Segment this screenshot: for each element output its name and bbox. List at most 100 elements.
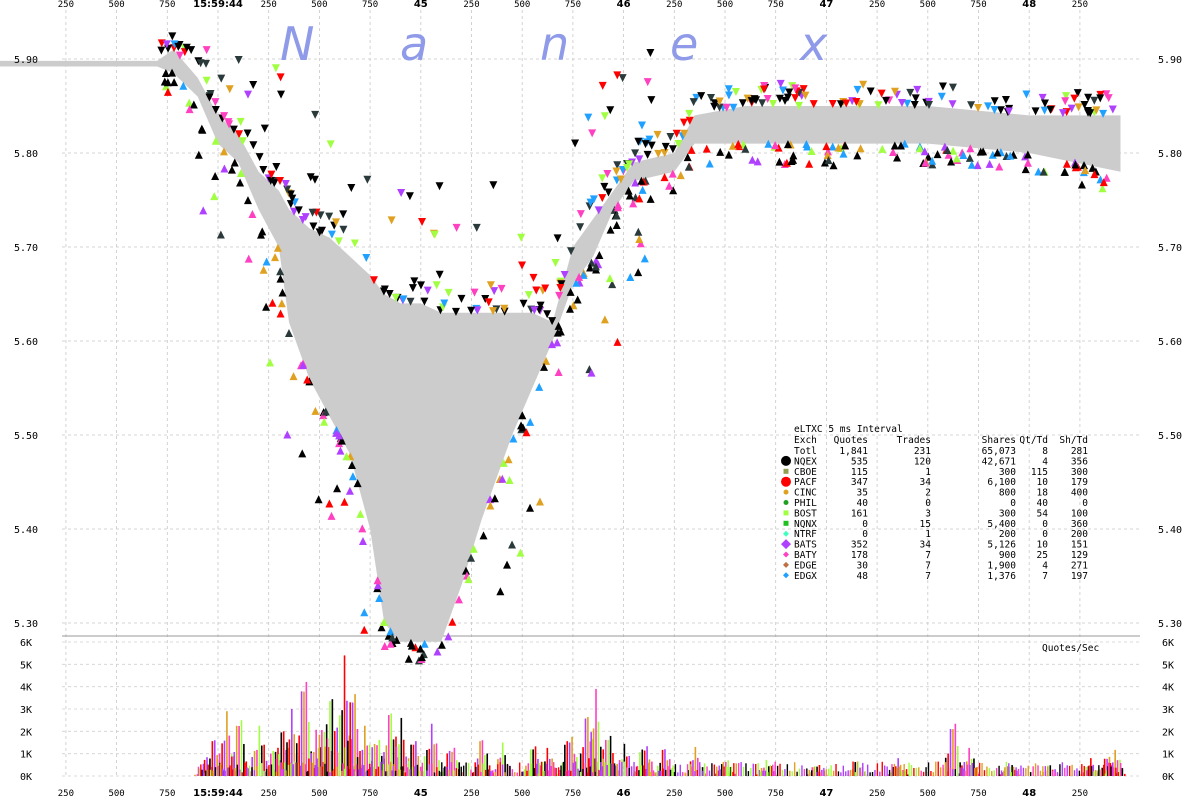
bid-quote-mark: [518, 411, 527, 420]
ask-quote-mark: [435, 270, 444, 279]
stats-column-header: Sh/Td: [1059, 435, 1088, 446]
volume-bar: [445, 766, 448, 776]
volume-bar: [366, 745, 369, 776]
volume-bar: [548, 770, 550, 776]
ask-quote-mark: [306, 173, 315, 182]
volume-bar: [1027, 765, 1029, 776]
volume-bar: [527, 763, 530, 776]
bid-quote-mark: [358, 536, 367, 545]
volume-bar: [368, 744, 371, 776]
volume-bar: [628, 755, 630, 776]
ask-quote-mark: [618, 74, 627, 83]
time-tick-label: 750: [565, 789, 581, 799]
bid-quote-mark: [600, 315, 609, 324]
volume-bar: [253, 770, 256, 776]
volume-bar: [908, 762, 910, 776]
ask-quote-mark: [423, 286, 432, 295]
ask-quote-mark: [543, 310, 552, 319]
bid-quote-mark: [386, 639, 395, 648]
volume-bar: [382, 764, 385, 776]
volume-bar: [1117, 772, 1120, 776]
ask-quote-mark: [775, 94, 784, 103]
ask-quote-mark: [518, 261, 527, 270]
stats-cell: 2: [925, 488, 931, 499]
volume-bar: [341, 770, 343, 776]
time-tick-label: 750: [768, 789, 784, 799]
volume-bar: [1010, 772, 1012, 776]
legend-marker: [781, 455, 791, 466]
volume-bar: [321, 766, 324, 776]
volume-bar: [346, 765, 348, 776]
ask-quote-mark: [467, 306, 476, 315]
volume-bar: [664, 769, 667, 776]
bid-quote-mark: [298, 361, 307, 370]
bid-quote-mark: [194, 150, 203, 159]
volume-bar: [361, 749, 364, 776]
volume-bar: [378, 739, 381, 776]
volume-bar: [864, 771, 866, 776]
ask-quote-mark: [634, 137, 643, 146]
bid-quote-mark: [325, 499, 334, 508]
volume-bar: [730, 766, 733, 776]
bid-quote-mark: [553, 338, 562, 347]
price-tick-label: 5.80: [1158, 149, 1182, 160]
volume-bar: [1094, 769, 1097, 776]
volume-bar: [293, 734, 296, 776]
ask-quote-mark: [852, 97, 861, 106]
volume-bar: [506, 763, 509, 776]
volume-bar: [638, 770, 640, 776]
price-tick-label: 5.70: [14, 243, 38, 254]
volume-bar: [387, 764, 389, 776]
ask-quote-mark: [594, 206, 603, 215]
ask-quote-mark: [679, 118, 688, 127]
ask-quote-mark: [266, 176, 275, 185]
volume-bar: [636, 765, 639, 776]
bid-quote-mark: [284, 328, 293, 337]
stats-cell: 5,400: [987, 519, 1016, 530]
bid-quote-mark: [220, 164, 229, 173]
ask-quote-mark: [529, 273, 538, 282]
stats-cell: BOST: [794, 508, 817, 519]
volume-bar: [806, 768, 808, 776]
time-tick-label: 250: [1072, 789, 1088, 799]
stats-cell: NTRF: [794, 529, 817, 540]
stats-title: eLTXC 5 ms Interval: [794, 424, 903, 435]
volume-bar: [646, 746, 648, 776]
volume-bar: [553, 767, 556, 776]
ask-quote-mark: [524, 291, 533, 300]
volume-bar: [450, 762, 453, 776]
bid-quote-mark: [454, 595, 463, 604]
volume-bar: [1114, 749, 1116, 776]
volume-bar: [349, 702, 352, 776]
bid-quote-mark: [1099, 178, 1108, 187]
volume-bar: [343, 655, 346, 776]
bid-quote-mark: [586, 263, 595, 272]
volume-bar: [1073, 770, 1076, 776]
ask-quote-mark: [778, 86, 787, 95]
volume-bar: [380, 761, 382, 776]
ask-quote-mark: [484, 298, 493, 307]
volume-bar: [852, 761, 854, 776]
ask-quote-mark: [938, 82, 947, 91]
volume-bar: [366, 770, 369, 776]
volume-bar: [732, 771, 734, 776]
stats-cell: 360: [1071, 519, 1088, 530]
bid-quote-mark: [373, 581, 382, 590]
bid-quote-mark: [687, 145, 696, 154]
bid-quote-mark: [509, 434, 518, 443]
bid-quote-mark: [613, 337, 622, 346]
volume-bar: [609, 735, 612, 776]
volume-bar: [504, 755, 506, 776]
ask-quote-mark: [451, 307, 460, 316]
volume-bar: [818, 765, 821, 776]
stats-cell: 42,671: [982, 456, 1017, 467]
volume-bar: [737, 763, 740, 776]
volume-bar: [291, 709, 293, 776]
volume-bar: [713, 764, 716, 776]
volume-bar: [416, 764, 419, 776]
bid-quote-mark: [259, 265, 268, 274]
volume-bar: [241, 772, 243, 776]
bid-quote-mark: [347, 460, 356, 469]
volume-bar: [433, 744, 435, 776]
stats-cell: 0: [1010, 498, 1016, 509]
